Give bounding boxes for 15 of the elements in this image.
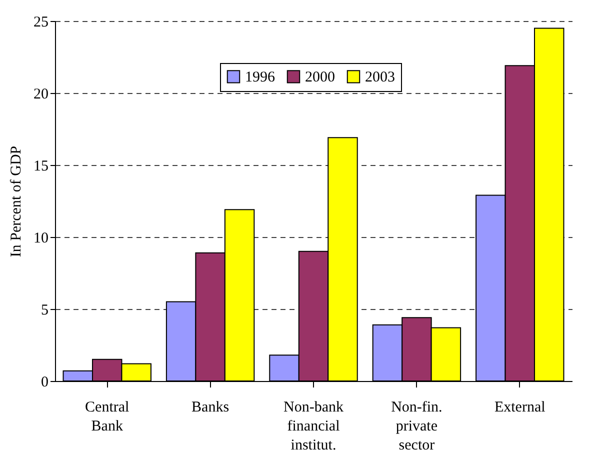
x-tick-label: External <box>494 400 546 416</box>
x-tick-label: Central Bank <box>85 400 130 434</box>
legend-label: 1996 <box>245 70 276 86</box>
y-tick-label: 0 <box>41 374 48 390</box>
x-tick-label: Banks <box>192 400 230 416</box>
y-tick-label: 10 <box>34 230 48 246</box>
legend-label: 2003 <box>365 70 395 86</box>
x-tick-label: Non-bank financial institut. <box>284 400 344 454</box>
y-tick-label: 15 <box>34 158 48 174</box>
y-tick-label: 25 <box>34 14 48 30</box>
y-axis-title: In Percent of GDP <box>8 146 24 258</box>
y-tick-label: 20 <box>34 86 48 102</box>
x-tick-label: Non-fin. private sector <box>391 400 442 454</box>
y-tick-label: 5 <box>41 302 48 318</box>
legend-label: 2000 <box>305 70 335 86</box>
